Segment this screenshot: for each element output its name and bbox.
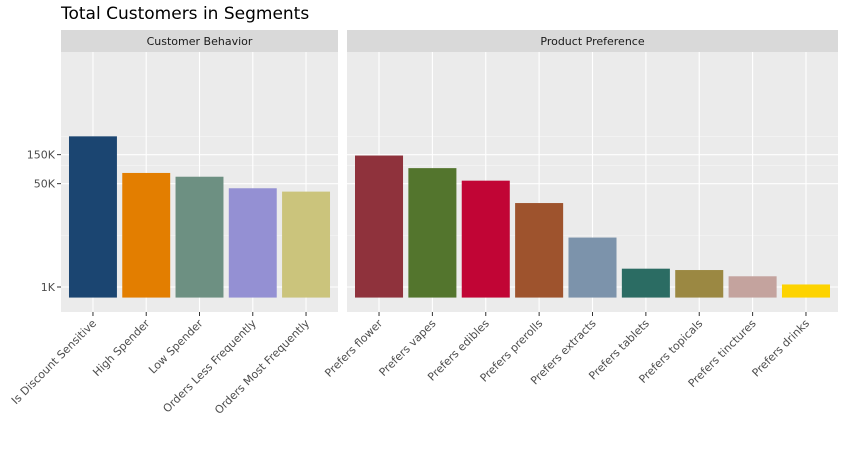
x-tick-label: High Spender xyxy=(90,317,152,379)
x-tick-label: Orders Most Frequently xyxy=(212,317,312,417)
facet-panel: Customer Behavior Is Discount SensitiveHi… xyxy=(9,30,338,417)
bar xyxy=(408,168,457,298)
bar xyxy=(515,203,564,298)
bar xyxy=(355,155,404,298)
facet-panels: Customer Behavior Is Discount SensitiveHi… xyxy=(9,30,838,417)
bar xyxy=(175,176,224,298)
x-tick-label: Prefers drinks xyxy=(750,317,813,380)
bar xyxy=(675,270,724,298)
x-tick-label: Low Spender xyxy=(146,317,206,377)
facet-strip-label: Product Preference xyxy=(540,35,644,48)
facet-strip-label: Customer Behavior xyxy=(147,35,253,48)
facet-strip xyxy=(61,30,338,52)
bar xyxy=(781,284,830,298)
x-tick-label: Orders Less Frequently xyxy=(160,317,259,416)
bar xyxy=(728,276,777,298)
bar xyxy=(461,180,510,298)
y-tick-label: 150K xyxy=(27,149,56,162)
bar xyxy=(68,136,117,298)
y-tick-label: 1K xyxy=(41,281,56,294)
chart-title: Total Customers in Segments xyxy=(60,4,309,24)
x-tick-label: Is Discount Sensitive xyxy=(9,317,99,407)
bar xyxy=(621,268,670,298)
bar xyxy=(228,188,277,298)
y-tick-label: 50K xyxy=(34,178,56,191)
facet-strip xyxy=(347,30,838,52)
bar xyxy=(282,191,331,298)
bar xyxy=(568,237,617,298)
bar xyxy=(122,172,171,298)
